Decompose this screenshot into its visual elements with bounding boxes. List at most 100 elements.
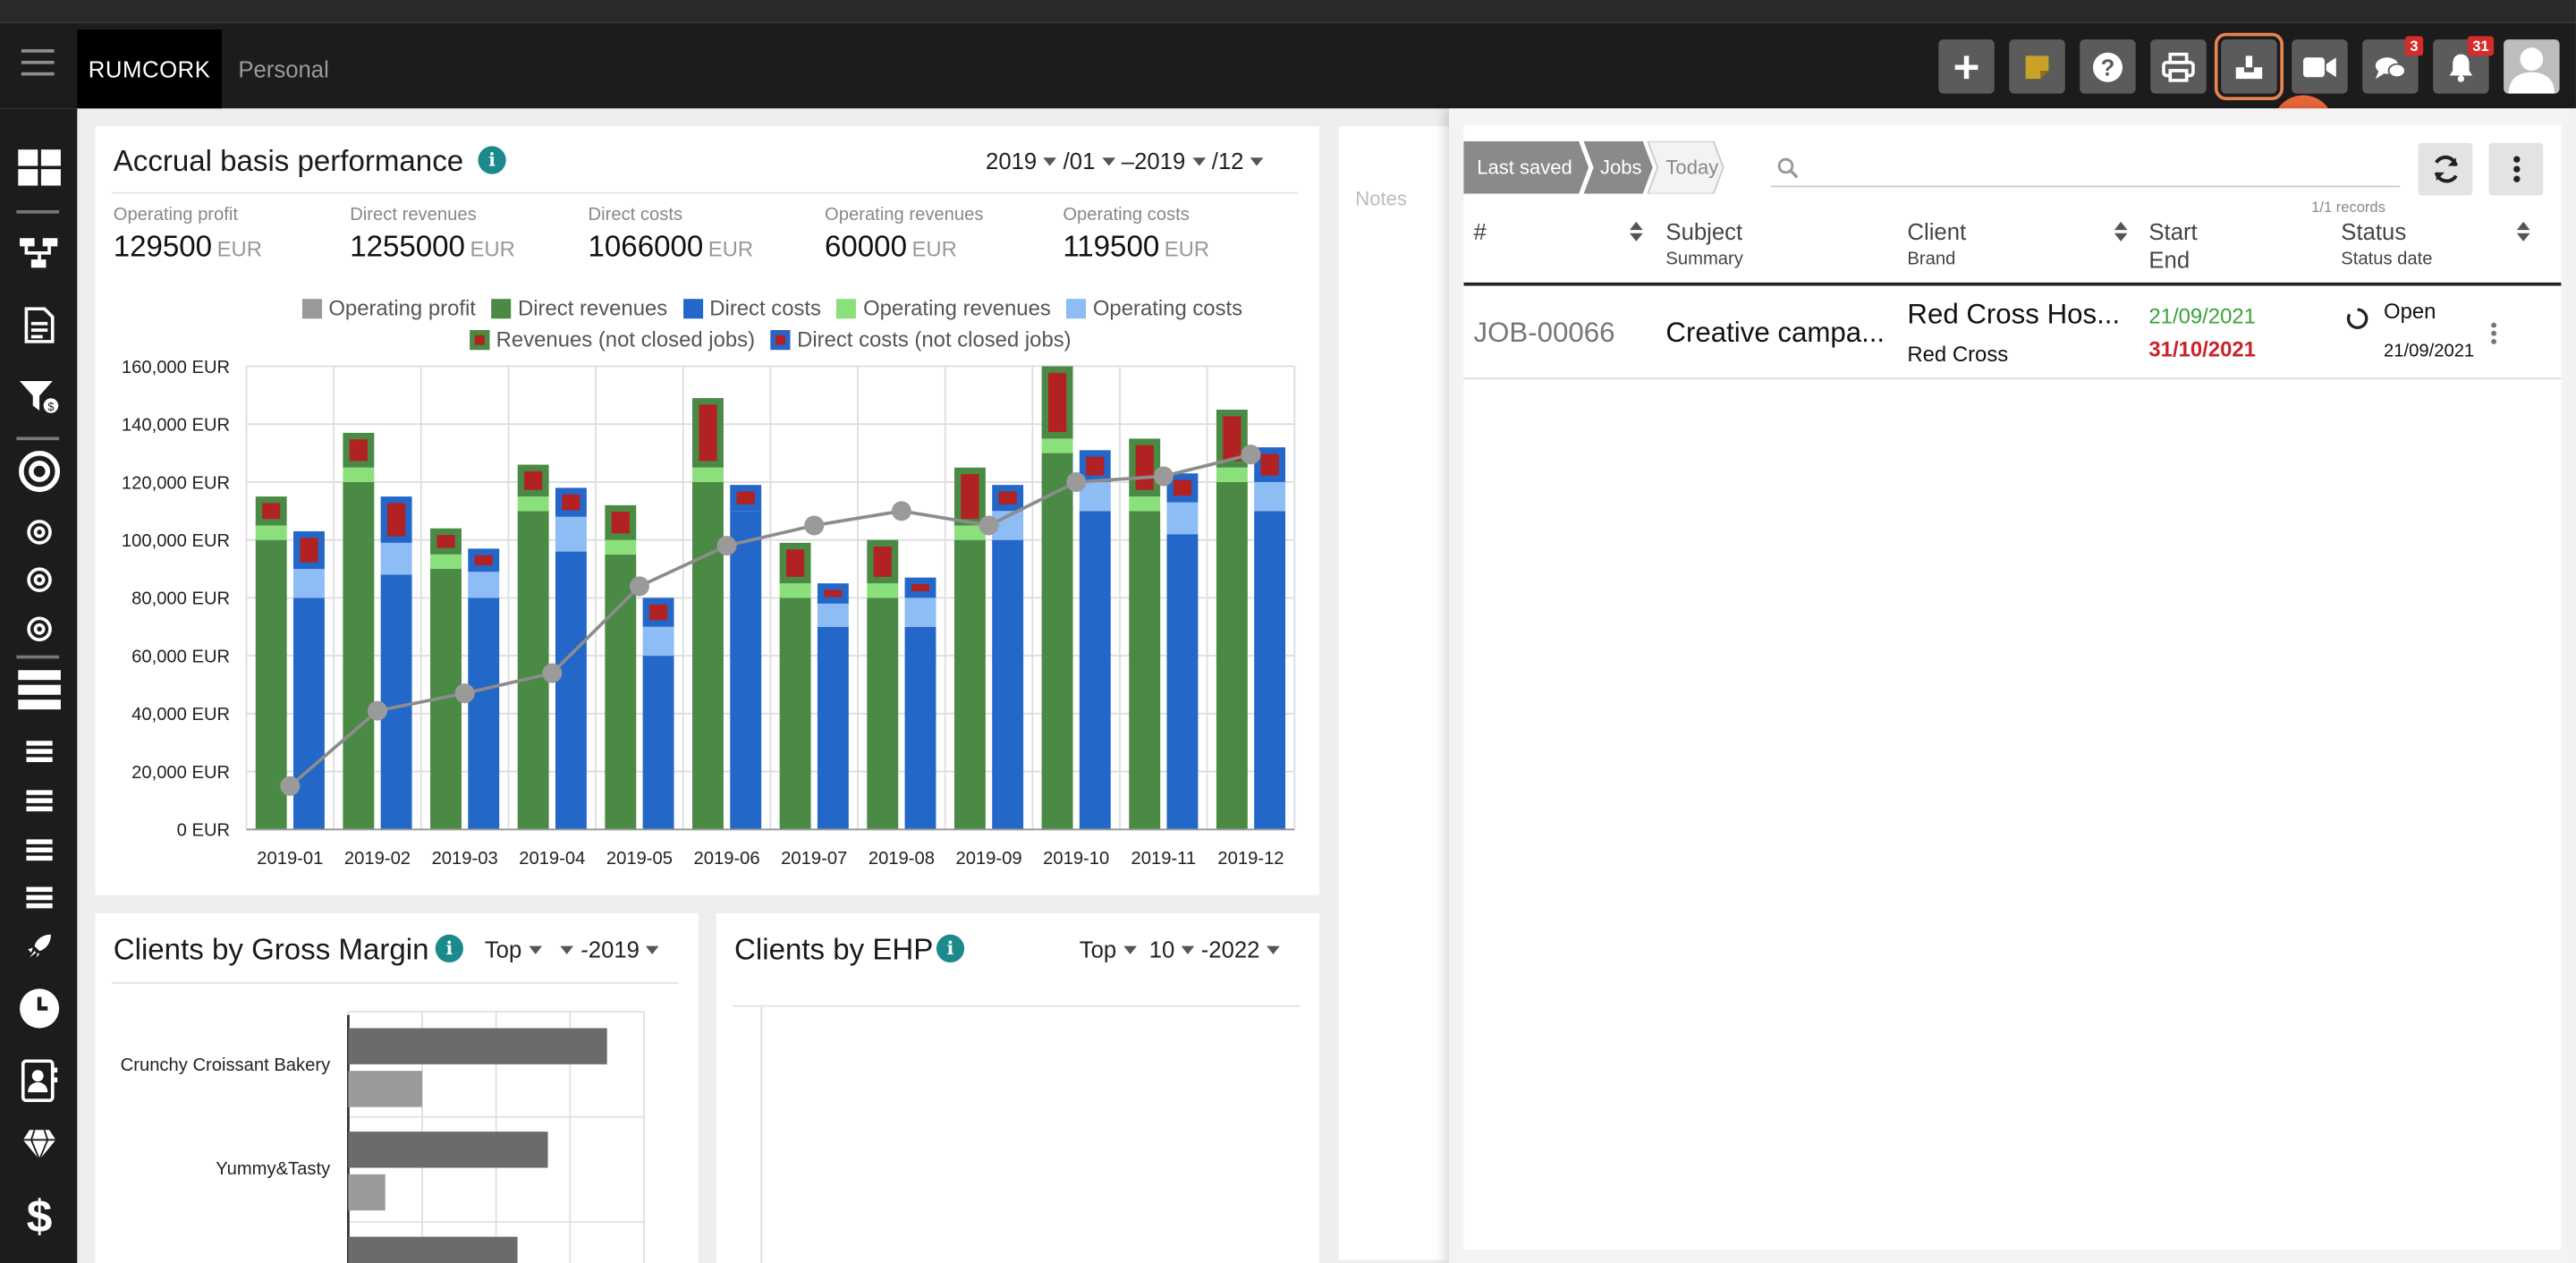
- add-button[interactable]: [1938, 39, 1995, 94]
- direct-cost-bar: [817, 626, 849, 830]
- notifications-button[interactable]: 31: [2433, 36, 2495, 94]
- workspace-name[interactable]: Personal: [238, 55, 329, 82]
- video-button[interactable]: [2292, 39, 2348, 94]
- legend-swatch: [836, 299, 857, 319]
- list-icon[interactable]: [13, 827, 64, 873]
- legend-item[interactable]: Operating profit: [328, 295, 476, 321]
- date-range-selector[interactable]: 2019/01 –2019/12: [986, 148, 1270, 174]
- status-open-icon: [2346, 308, 2368, 329]
- info-icon[interactable]: i: [435, 934, 463, 963]
- axis-line: [760, 1006, 763, 1263]
- top-selector[interactable]: Top 10 -2022: [1080, 937, 1286, 962]
- kpi-operating-profit: Operating profit 129500 EUR: [114, 206, 262, 265]
- dashboard-icon[interactable]: [13, 145, 64, 191]
- info-icon[interactable]: i: [936, 934, 965, 963]
- company-name[interactable]: RUMCORK: [77, 30, 222, 109]
- legend-item[interactable]: Direct costs: [709, 295, 822, 321]
- job-subject[interactable]: Creative campa...: [1665, 317, 1885, 349]
- kpi-direct-revenues: Direct revenues 1255000 EUR: [350, 206, 515, 265]
- revenue-not-closed-bar-inner: [961, 474, 979, 520]
- search-bar[interactable]: [1770, 154, 2401, 188]
- sticky-note-button[interactable]: [2009, 39, 2065, 94]
- jobs-panel-body: Last saved Jobs Today 1/1 records # Subj…: [1463, 124, 2562, 1250]
- workflow-icon[interactable]: [13, 230, 64, 275]
- funnel-money-icon[interactable]: $: [13, 375, 64, 420]
- direct-cost-bar: [380, 574, 412, 830]
- kpi-label: Operating profit: [113, 205, 239, 225]
- direct-cost-bar: [992, 539, 1024, 830]
- to-year[interactable]: 2019: [1134, 148, 1186, 174]
- breadcrumb-today[interactable]: Today: [1665, 156, 1719, 180]
- legend-item[interactable]: Operating revenues: [863, 295, 1051, 321]
- column-header-status[interactable]: Status Status date: [2341, 218, 2433, 270]
- kpi-label: Direct costs: [588, 205, 683, 225]
- breadcrumb-jobs[interactable]: Jobs: [1599, 156, 1642, 180]
- target-small-icon[interactable]: [13, 556, 64, 602]
- category-label: Yummy&Tasty: [216, 1159, 331, 1179]
- help-button[interactable]: ?: [2080, 39, 2136, 94]
- dollar-icon[interactable]: $: [13, 1192, 64, 1238]
- cost-not-closed-bar-inner: [1260, 453, 1279, 476]
- x-tick-label: 2019-02: [344, 849, 411, 869]
- legend-swatch: [301, 299, 322, 319]
- table-row[interactable]: JOB-00066 Creative campa... Red Cross Ho…: [1463, 282, 2562, 380]
- rocket-icon[interactable]: [13, 923, 64, 969]
- direct-revenue-bar: [343, 481, 375, 830]
- year-value[interactable]: -2022: [1200, 936, 1260, 963]
- sort-icon[interactable]: [2516, 221, 2530, 242]
- legend-item[interactable]: Operating costs: [1092, 295, 1243, 321]
- chat-button[interactable]: 3: [2362, 36, 2424, 94]
- print-button[interactable]: [2150, 39, 2207, 94]
- direct-cost-bar: [1079, 511, 1111, 830]
- target-small-icon[interactable]: [13, 606, 64, 652]
- sort-icon[interactable]: [2114, 221, 2128, 242]
- info-icon[interactable]: i: [478, 146, 506, 174]
- list-icon[interactable]: [13, 729, 64, 775]
- diamond-icon[interactable]: [13, 1122, 64, 1167]
- top-value[interactable]: 10: [1148, 936, 1175, 963]
- legend-item[interactable]: Direct costs (not closed jobs): [797, 326, 1072, 352]
- top-label[interactable]: Top: [484, 936, 522, 963]
- avatar[interactable]: [2504, 39, 2560, 94]
- breadcrumb-last-saved[interactable]: Last saved: [1477, 156, 1572, 180]
- column-header-client[interactable]: Client Brand: [1907, 218, 1967, 270]
- target-small-icon[interactable]: [13, 509, 64, 555]
- job-id[interactable]: JOB-00066: [1473, 317, 1615, 349]
- list-icon[interactable]: [13, 876, 64, 921]
- sort-icon[interactable]: [1630, 221, 1643, 242]
- svg-text:$: $: [26, 1192, 52, 1238]
- top-selector[interactable]: Top -2019: [485, 937, 666, 962]
- operating-cost-bar: [1254, 481, 1286, 512]
- job-client[interactable]: Red Cross Hos...: [1907, 299, 2121, 331]
- operating-profit-point: [979, 515, 999, 536]
- chart-legend-row-1: Operating profit Direct revenues Direct …: [292, 295, 1243, 321]
- column-header-id[interactable]: #: [1473, 218, 1487, 245]
- contacts-icon[interactable]: [13, 1058, 64, 1104]
- list-icon[interactable]: [13, 778, 64, 824]
- menu-icon[interactable]: [21, 49, 55, 79]
- legend-item[interactable]: Direct revenues: [517, 295, 668, 321]
- notes-area[interactable]: Notes: [1338, 126, 1454, 1260]
- row-menu-icon[interactable]: [2490, 322, 2497, 345]
- top-label[interactable]: Top: [1079, 936, 1117, 963]
- column-header-start[interactable]: Start End: [2148, 218, 2198, 273]
- target-icon[interactable]: [13, 448, 64, 494]
- list-large-icon[interactable]: [13, 666, 64, 712]
- from-year[interactable]: 2019: [986, 148, 1038, 174]
- from-month[interactable]: /01: [1063, 148, 1096, 174]
- more-options-button[interactable]: [2488, 142, 2544, 196]
- search-input[interactable]: [1807, 154, 2366, 184]
- cost-not-closed-bar-inner: [736, 491, 755, 504]
- clock-icon[interactable]: [13, 986, 64, 1031]
- divider: [733, 1004, 1300, 1007]
- notifications-badge: 31: [2467, 36, 2495, 56]
- column-header-subject[interactable]: Subject Summary: [1665, 218, 1743, 270]
- inbox-button[interactable]: [2214, 32, 2284, 101]
- document-icon[interactable]: [13, 302, 64, 348]
- legend-swatch: [491, 299, 512, 319]
- year-value[interactable]: -2019: [580, 936, 640, 963]
- legend-item[interactable]: Revenues (not closed jobs): [496, 326, 756, 352]
- refresh-button[interactable]: [2418, 142, 2473, 196]
- kpi-unit: EUR: [470, 236, 515, 261]
- to-month[interactable]: /12: [1211, 148, 1244, 174]
